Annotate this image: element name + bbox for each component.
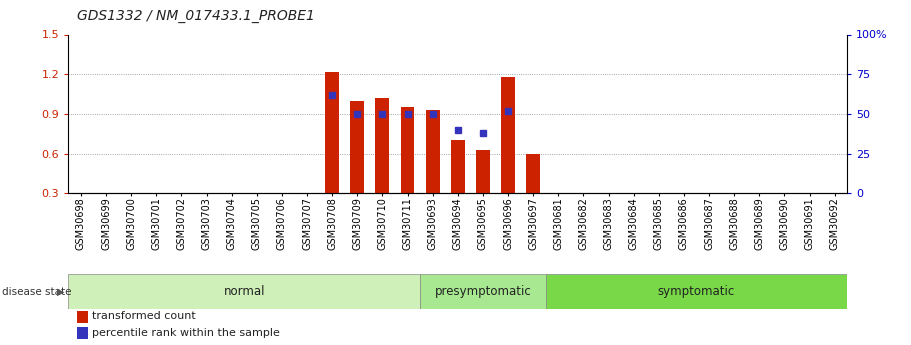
Text: percentile rank within the sample: percentile rank within the sample [92, 328, 280, 338]
Bar [375, 98, 389, 193]
Bar [451, 140, 465, 193]
Bar [401, 107, 415, 193]
Bar [501, 77, 515, 193]
Text: GDS1332 / NM_017433.1_PROBE1: GDS1332 / NM_017433.1_PROBE1 [77, 9, 315, 23]
Bar [476, 149, 490, 193]
Text: disease state: disease state [2, 287, 71, 296]
Text: normal: normal [223, 285, 265, 298]
Text: presymptomatic: presymptomatic [435, 285, 531, 298]
Text: transformed count: transformed count [92, 312, 196, 321]
Text: symptomatic: symptomatic [658, 285, 735, 298]
Bar [546, 274, 847, 309]
Bar [68, 274, 420, 309]
Text: ▶: ▶ [56, 287, 64, 296]
Bar [420, 274, 546, 309]
Bar [325, 71, 339, 193]
Bar [527, 154, 540, 193]
Bar [351, 101, 364, 193]
Bar [425, 110, 440, 193]
